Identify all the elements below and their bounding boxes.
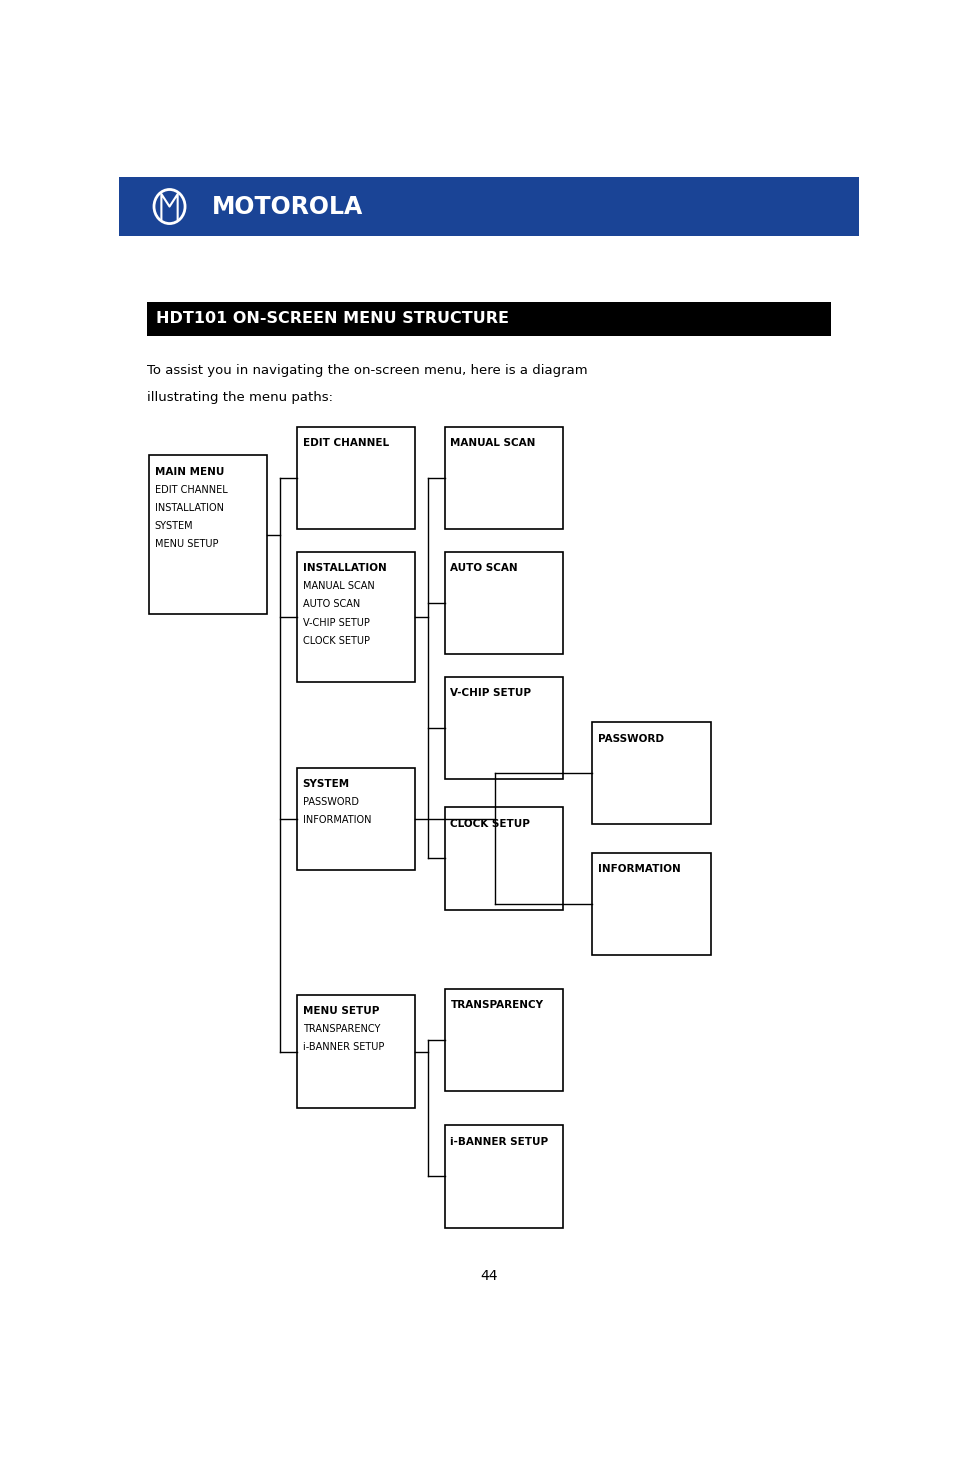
Text: EDIT CHANNEL: EDIT CHANNEL xyxy=(154,485,227,494)
Text: MANUAL SCAN: MANUAL SCAN xyxy=(302,581,374,591)
Text: MOTOROLA: MOTOROLA xyxy=(212,195,362,218)
Text: CLOCK SETUP: CLOCK SETUP xyxy=(302,636,369,646)
Text: INSTALLATION: INSTALLATION xyxy=(302,563,386,574)
Text: INFORMATION: INFORMATION xyxy=(598,864,680,875)
Text: INSTALLATION: INSTALLATION xyxy=(154,503,224,513)
Bar xyxy=(296,552,415,683)
Text: SYSTEM: SYSTEM xyxy=(154,521,193,531)
Text: V-CHIP SETUP: V-CHIP SETUP xyxy=(302,618,369,628)
Text: HDT101 ON-SCREEN MENU STRUCTURE: HDT101 ON-SCREEN MENU STRUCTURE xyxy=(156,311,509,326)
Text: 44: 44 xyxy=(479,1270,497,1283)
Text: illustrating the menu paths:: illustrating the menu paths: xyxy=(147,391,333,404)
Text: i-BANNER SETUP: i-BANNER SETUP xyxy=(302,1043,383,1053)
Bar xyxy=(296,767,415,870)
Text: V-CHIP SETUP: V-CHIP SETUP xyxy=(450,687,531,698)
Bar xyxy=(147,302,830,336)
Bar xyxy=(444,1125,562,1227)
Bar xyxy=(444,552,562,653)
Text: MANUAL SCAN: MANUAL SCAN xyxy=(450,438,536,448)
Text: MENU SETUP: MENU SETUP xyxy=(302,1006,378,1016)
Text: MAIN MENU: MAIN MENU xyxy=(154,466,224,476)
Text: PASSWORD: PASSWORD xyxy=(598,733,663,743)
Text: TRANSPARENCY: TRANSPARENCY xyxy=(302,1024,379,1034)
Bar xyxy=(444,807,562,910)
Bar xyxy=(296,994,415,1108)
Bar xyxy=(592,723,710,825)
Text: MENU SETUP: MENU SETUP xyxy=(154,540,218,549)
Text: AUTO SCAN: AUTO SCAN xyxy=(450,563,517,574)
Text: INFORMATION: INFORMATION xyxy=(302,816,371,826)
Bar xyxy=(444,426,562,530)
Bar xyxy=(444,990,562,1092)
Bar xyxy=(296,426,415,530)
Bar xyxy=(119,177,858,236)
Text: SYSTEM: SYSTEM xyxy=(302,779,350,789)
Bar xyxy=(592,853,710,954)
Text: i-BANNER SETUP: i-BANNER SETUP xyxy=(450,1137,548,1146)
Text: PASSWORD: PASSWORD xyxy=(302,796,358,807)
Text: EDIT CHANNEL: EDIT CHANNEL xyxy=(302,438,388,448)
Text: CLOCK SETUP: CLOCK SETUP xyxy=(450,819,530,829)
Text: TRANSPARENCY: TRANSPARENCY xyxy=(450,1000,543,1010)
Text: AUTO SCAN: AUTO SCAN xyxy=(302,599,359,609)
Bar xyxy=(149,456,267,614)
Bar xyxy=(444,677,562,779)
Text: To assist you in navigating the on-screen menu, here is a diagram: To assist you in navigating the on-scree… xyxy=(147,364,587,378)
